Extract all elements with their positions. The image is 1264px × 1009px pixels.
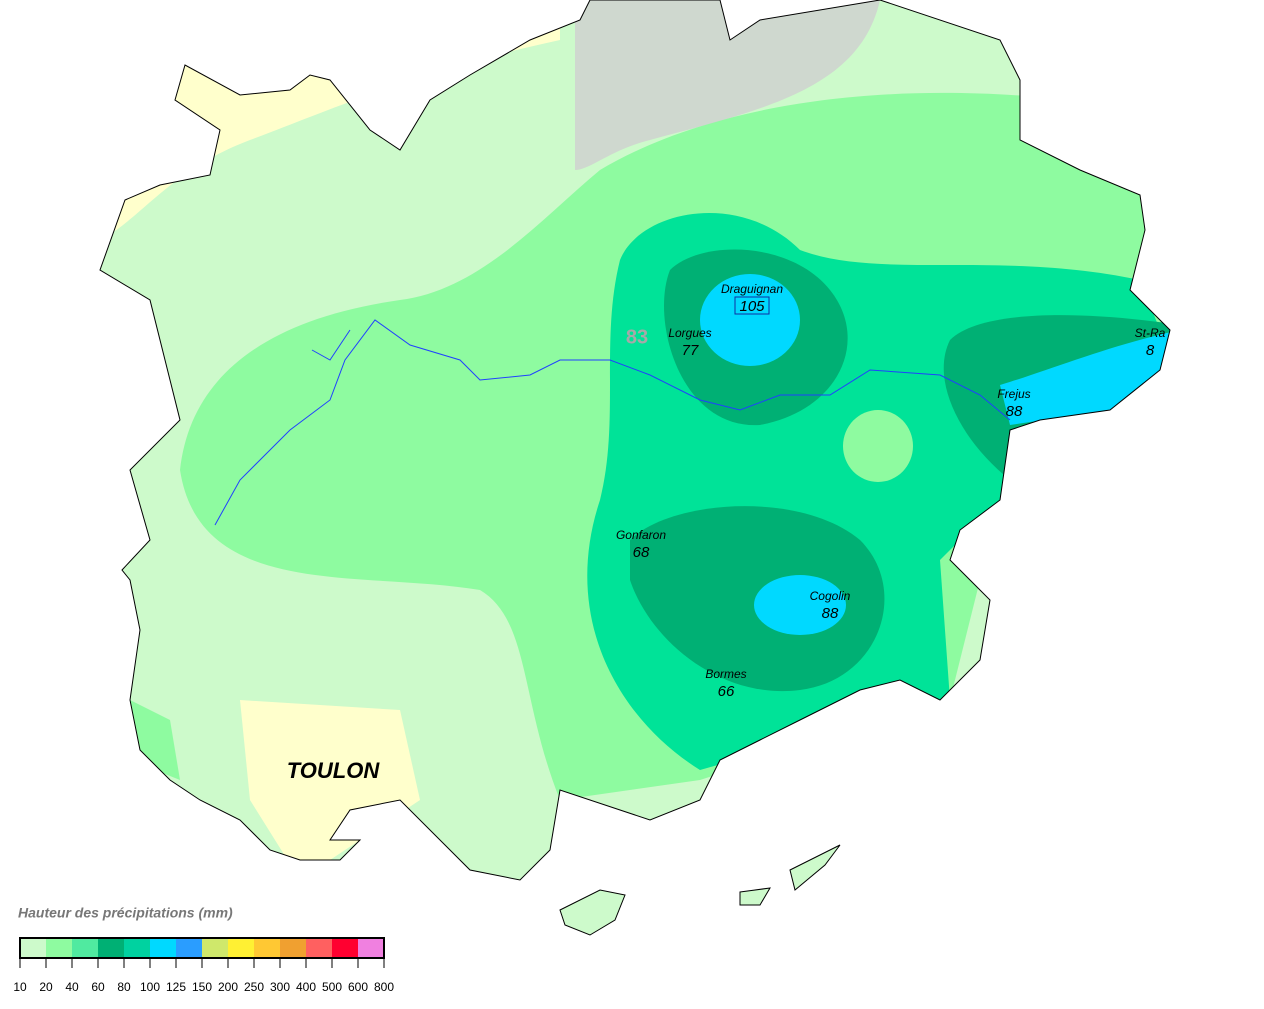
station-name: Frejus xyxy=(997,387,1030,401)
legend-swatch xyxy=(46,938,72,958)
station-name: Gonfaron xyxy=(616,528,666,542)
station-value: 105 xyxy=(739,298,765,315)
stations: Draguignan 105 Lorgues 77 St-Ra 8 Frejus 88 Gonf… xyxy=(616,282,1166,700)
river xyxy=(311,329,351,361)
legend-swatch xyxy=(98,938,124,958)
river xyxy=(214,319,1011,526)
zone-80-100 xyxy=(754,575,846,635)
legend: 10 20 40 60 80 100 125 150 200 250 300 400 500 600 800 xyxy=(13,937,394,994)
legend-tick-label: 80 xyxy=(117,980,131,994)
station-value: 77 xyxy=(682,342,699,359)
legend-tick-label: 150 xyxy=(192,980,212,994)
station-name: St-Ra xyxy=(1135,326,1166,340)
legend-tick-label: 600 xyxy=(348,980,368,994)
outside-area xyxy=(575,0,880,170)
legend-swatch xyxy=(332,938,358,958)
legend-tick-label: 500 xyxy=(322,980,342,994)
legend-tick-label: 40 xyxy=(65,980,79,994)
legend-tick-label: 250 xyxy=(244,980,264,994)
station-value: 88 xyxy=(1006,403,1023,420)
legend-tick-label: 800 xyxy=(374,980,394,994)
legend-swatch xyxy=(72,938,98,958)
zone-20-40 xyxy=(843,410,913,482)
legend-swatch xyxy=(20,938,46,958)
station-name: Bormes xyxy=(705,667,746,681)
legend-title: Hauteur des précipitations (mm) xyxy=(18,905,233,921)
legend-tick-label: 20 xyxy=(39,980,53,994)
city-label: TOULON xyxy=(287,758,381,783)
legend-swatch xyxy=(280,938,306,958)
station-name: Lorgues xyxy=(668,326,711,340)
legend-swatch xyxy=(150,938,176,958)
legend-swatch xyxy=(228,938,254,958)
station-name: Draguignan xyxy=(721,282,783,296)
legend-swatch xyxy=(202,938,228,958)
max-box xyxy=(734,296,770,315)
station-name: Cogolin xyxy=(810,589,851,603)
legend-tick-label: 60 xyxy=(91,980,105,994)
zone-80-100 xyxy=(1000,330,1170,425)
legend-swatch xyxy=(176,938,202,958)
legend-swatch xyxy=(358,938,384,958)
department-border xyxy=(99,0,1171,881)
islands xyxy=(559,844,841,936)
station-value: 66 xyxy=(718,683,735,700)
legend-tick-label: 200 xyxy=(218,980,238,994)
station-value: 88 xyxy=(822,605,839,622)
station-value: 8 xyxy=(1146,342,1155,359)
zone-80-100 xyxy=(700,274,800,366)
station-value: 68 xyxy=(633,544,650,561)
legend-tick-label: 300 xyxy=(270,980,290,994)
legend-tick-label: 125 xyxy=(166,980,186,994)
region-label: 83 xyxy=(626,326,648,348)
legend-swatch xyxy=(124,938,150,958)
legend-tick-label: 100 xyxy=(140,980,160,994)
zone-lt10 xyxy=(240,700,420,880)
legend-tick-label: 10 xyxy=(13,980,27,994)
legend-swatch xyxy=(254,938,280,958)
legend-tick-label: 400 xyxy=(296,980,316,994)
legend-swatch xyxy=(306,938,332,958)
